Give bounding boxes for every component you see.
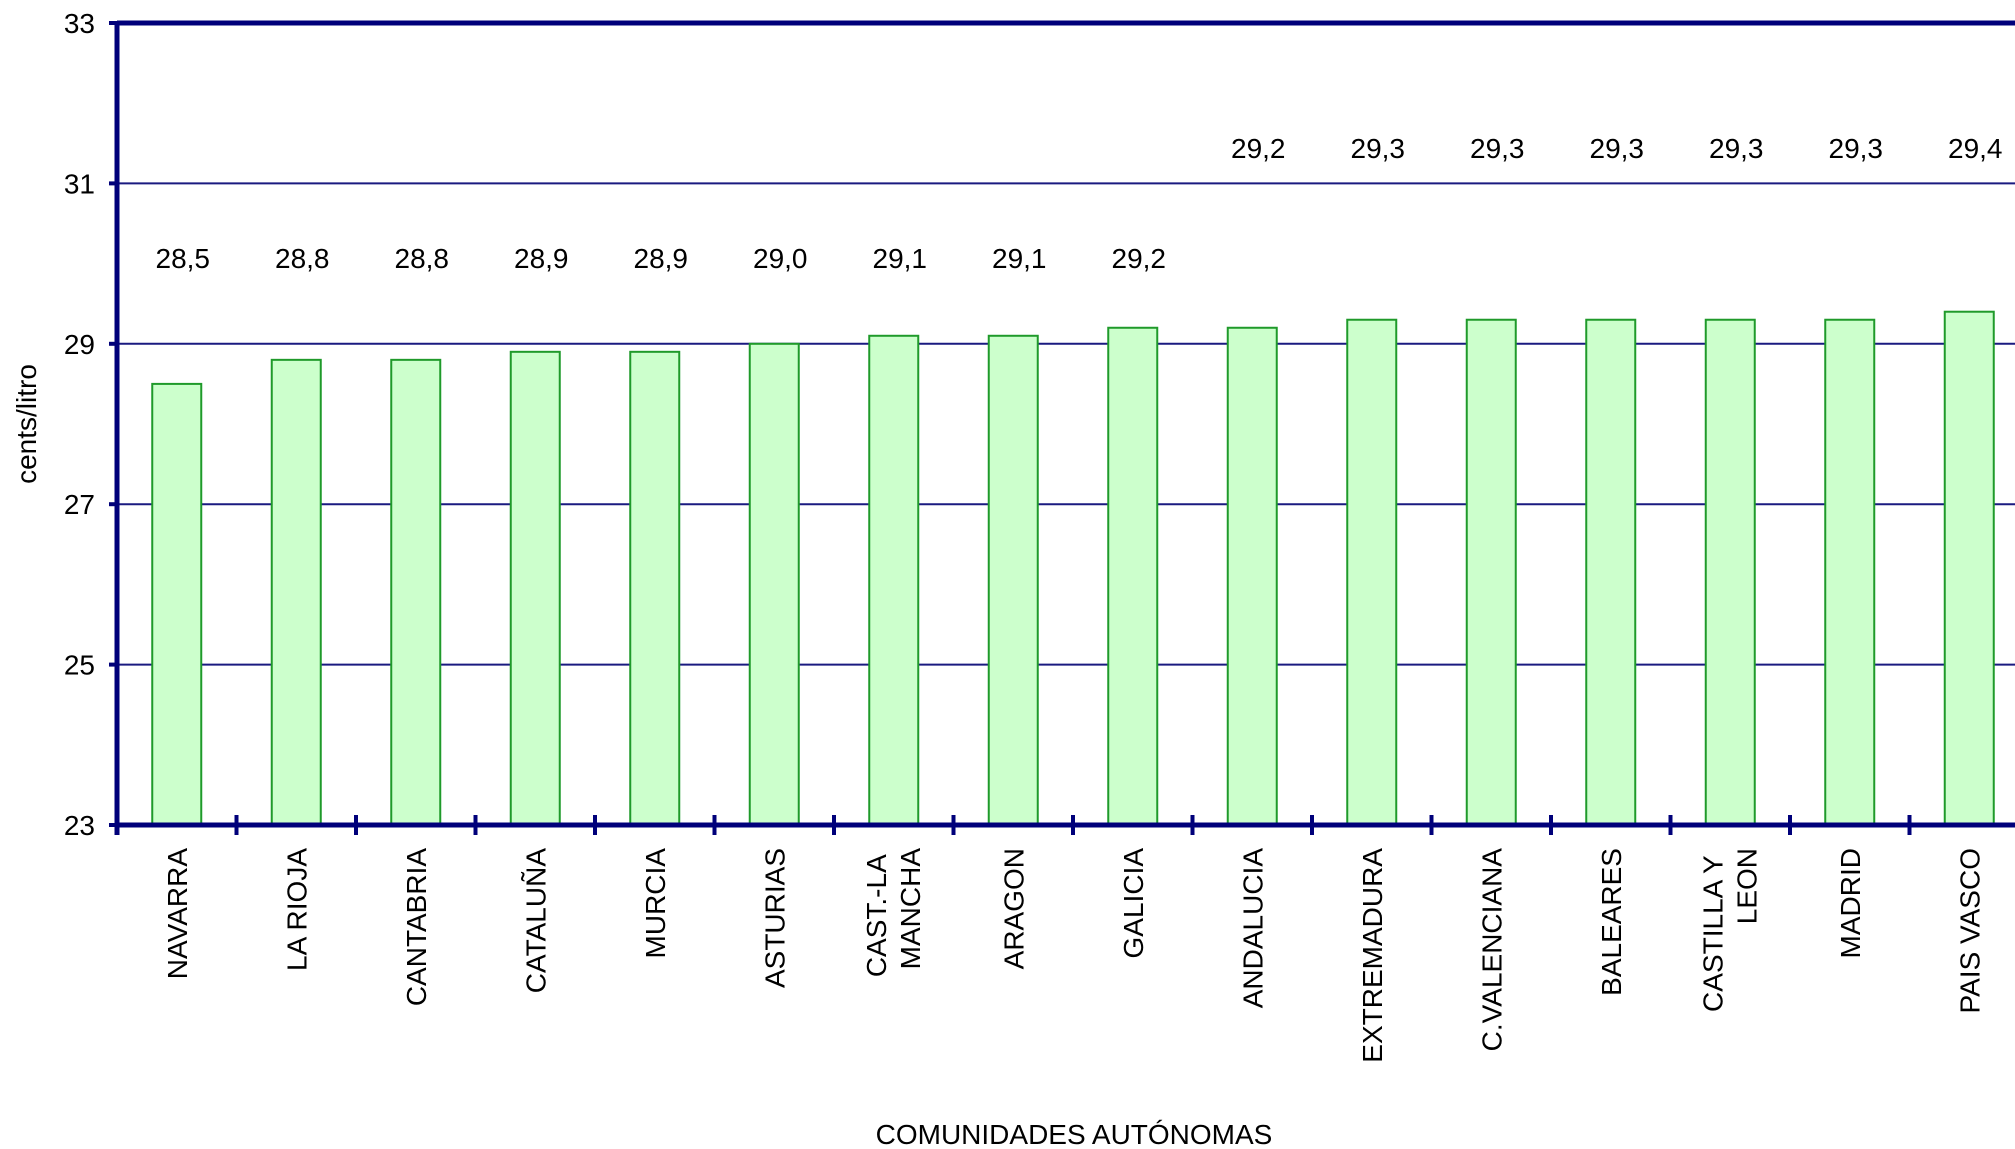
value-label: 29,2	[1231, 133, 1286, 164]
x-tick-label: CASTILLA Y LEON	[1697, 848, 1762, 1012]
bar	[390, 358, 442, 826]
y-tick-label: 25	[64, 650, 95, 681]
bar	[1346, 318, 1398, 826]
bar	[270, 358, 322, 826]
bar	[1226, 326, 1278, 826]
y-tick-label: 27	[64, 489, 95, 520]
bar	[1107, 326, 1159, 826]
x-tick-label-line: LEON	[1731, 848, 1762, 924]
x-tick-label: PAIS VASCO	[1954, 848, 1985, 1013]
x-tick-label: BALEARES	[1596, 848, 1627, 996]
x-tick-label: GALICIA	[1118, 848, 1149, 959]
y-tick-label: 29	[64, 329, 95, 360]
x-tick-label: ANDALUCIA	[1237, 848, 1268, 1009]
y-axis-label: cents/litro	[11, 364, 42, 484]
value-label: 29,1	[873, 243, 928, 274]
value-label: 28,9	[514, 243, 569, 274]
x-tick-label: CANTABRIA	[401, 848, 432, 1006]
value-label: 29,3	[1351, 133, 1406, 164]
value-label: 28,8	[395, 243, 450, 274]
y-tick-label: 33	[64, 8, 95, 39]
y-tick-label: 23	[64, 810, 95, 841]
bar	[629, 350, 681, 826]
x-tick-label: CATALUÑA	[520, 848, 551, 994]
x-tick-label: MADRID	[1835, 848, 1866, 958]
value-label: 29,0	[753, 243, 808, 274]
x-tick-label: NAVARRA	[162, 848, 193, 980]
value-label: 29,2	[1112, 243, 1167, 274]
value-label: 28,9	[634, 243, 689, 274]
x-tick-label-line: MANCHA	[895, 848, 926, 970]
x-tick-label: ASTURIAS	[759, 848, 790, 988]
y-tick-label: 31	[64, 168, 95, 199]
x-axis-label: COMUNIDADES AUTÓNOMAS	[876, 1119, 1273, 1149]
x-tick-label: MURCIA	[640, 848, 671, 959]
bar	[1585, 318, 1637, 826]
bar	[151, 382, 203, 826]
x-tick-label: CAST.-LA MANCHA	[861, 848, 926, 977]
value-label: 29,4	[1948, 133, 2003, 164]
x-tick-label: C.VALENCIANA	[1476, 848, 1507, 1052]
bar	[1824, 318, 1876, 826]
x-tick-label: EXTREMADURA	[1357, 848, 1388, 1063]
value-label: 28,8	[275, 243, 330, 274]
value-label: 29,3	[1829, 133, 1884, 164]
value-label: 29,3	[1470, 133, 1525, 164]
value-label: 29,3	[1590, 133, 1645, 164]
bar	[748, 342, 800, 826]
bar	[868, 334, 920, 826]
bar	[509, 350, 561, 826]
bar	[1943, 310, 1995, 827]
bar	[1465, 318, 1517, 826]
bar	[987, 334, 1039, 826]
x-tick-label-line: CAST.-LA	[861, 848, 892, 977]
value-label: 28,5	[156, 243, 211, 274]
bar	[1704, 318, 1756, 826]
value-label: 29,3	[1709, 133, 1764, 164]
x-tick-label: LA RIOJA	[281, 848, 312, 971]
x-tick-label-line: CASTILLA Y	[1697, 848, 1728, 1012]
x-tick-label: ARAGON	[998, 848, 1029, 969]
value-label: 29,1	[992, 243, 1047, 274]
